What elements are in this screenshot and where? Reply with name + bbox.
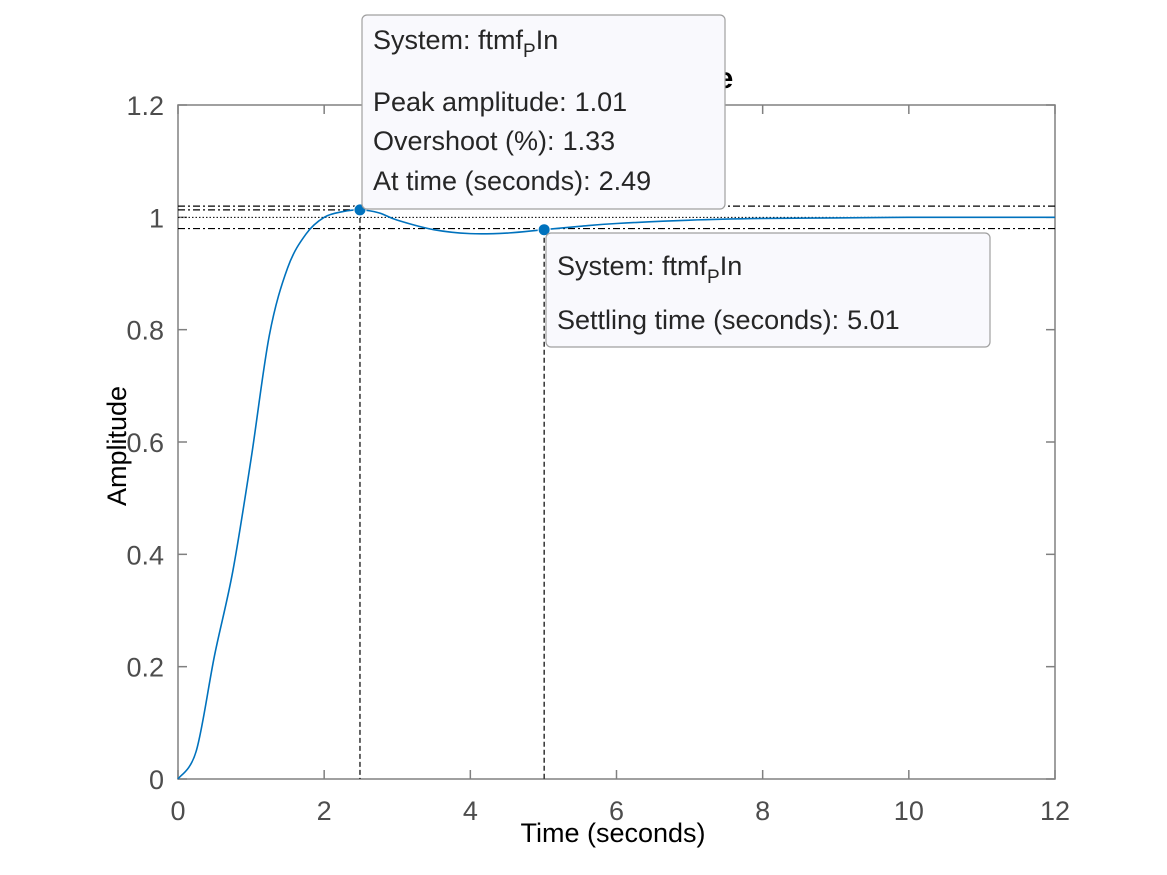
datatip-label: Peak amplitude: bbox=[373, 87, 567, 117]
datatip-box bbox=[545, 232, 991, 348]
datatip-value: 5.01 bbox=[847, 305, 900, 335]
y-tick-label: 0 bbox=[149, 765, 164, 795]
x-axis-label: Time (seconds) bbox=[520, 818, 705, 848]
y-axis-label: Amplitude bbox=[102, 386, 132, 506]
datatip-value: 1.33 bbox=[563, 126, 616, 156]
datatip-label: Settling time (seconds): bbox=[557, 305, 839, 335]
datatip-value: 1.01 bbox=[575, 87, 628, 117]
y-tick-label: 0.8 bbox=[126, 316, 164, 346]
x-tick-label: 4 bbox=[463, 796, 478, 826]
datatip-system-name: System: ftmf bbox=[557, 251, 708, 281]
x-tick-label: 10 bbox=[894, 796, 924, 826]
datatip-system-suffix: In bbox=[720, 251, 743, 281]
datatip-label: At time (seconds): bbox=[373, 166, 591, 196]
datatip-system-sub: P bbox=[523, 41, 536, 62]
datatip-marker bbox=[537, 223, 551, 237]
y-tick-label: 0.4 bbox=[126, 540, 164, 570]
datatip-row: Settling time (seconds): 5.01 bbox=[557, 305, 900, 335]
datatip-row: Overshoot (%): 1.33 bbox=[373, 126, 615, 156]
datatip-system-suffix: In bbox=[536, 25, 559, 55]
datatip-system-sub: P bbox=[707, 267, 720, 288]
y-tick-label: 0.6 bbox=[126, 428, 164, 458]
datatip-value: 2.49 bbox=[599, 166, 652, 196]
x-tick-label: 0 bbox=[170, 796, 185, 826]
datatip-label: Overshoot (%): bbox=[373, 126, 555, 156]
datatip-system-name: System: ftmf bbox=[373, 25, 524, 55]
response-line bbox=[177, 209, 1055, 780]
x-tick-label: 12 bbox=[1040, 796, 1070, 826]
y-tick-label: 1 bbox=[149, 203, 164, 233]
datatip-system: System: ftmfPIn bbox=[557, 251, 742, 288]
datatip-box bbox=[361, 14, 726, 210]
x-tick-label: 2 bbox=[317, 796, 332, 826]
datatip-row: At time (seconds): 2.49 bbox=[373, 166, 651, 196]
y-tick-label: 1.2 bbox=[126, 91, 164, 121]
x-tick-label: 6 bbox=[609, 796, 624, 826]
datatip-row: Peak amplitude: 1.01 bbox=[373, 87, 627, 117]
datatip-system: System: ftmfPIn bbox=[373, 25, 558, 62]
x-tick-label: 8 bbox=[755, 796, 770, 826]
y-tick-label: 0.2 bbox=[126, 653, 164, 683]
